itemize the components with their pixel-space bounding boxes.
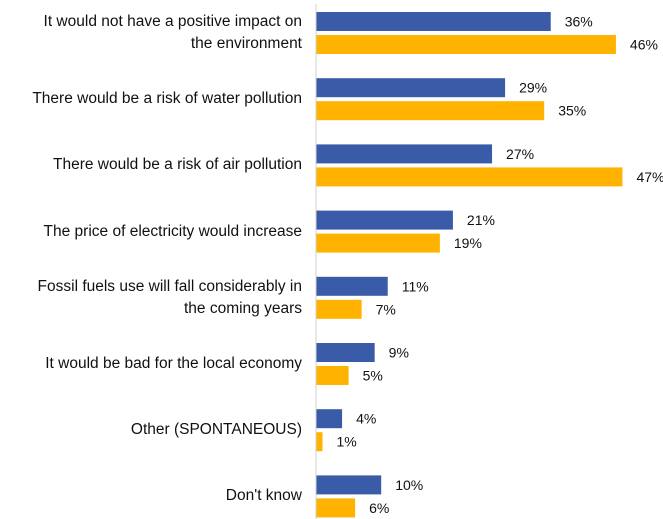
- data-label: 10%: [395, 477, 423, 493]
- category-label-line: Other (SPONTANEOUS): [130, 421, 302, 439]
- data-label: 4%: [356, 411, 376, 427]
- bar: [316, 432, 323, 452]
- data-label: 7%: [376, 301, 396, 317]
- category-label-line: The price of electricity would increase: [43, 222, 302, 240]
- bar: [316, 276, 388, 296]
- data-label: 47%: [636, 169, 663, 185]
- bar: [316, 12, 551, 31]
- bar: [316, 475, 382, 495]
- data-label: 5%: [363, 368, 383, 384]
- data-label: 36%: [565, 14, 593, 30]
- bar: [316, 233, 440, 253]
- category-label-line: the coming years: [183, 299, 302, 317]
- data-label: 27%: [506, 146, 534, 162]
- category-label: There would be a risk of water pollution: [2, 88, 302, 110]
- category-label-line: It would be bad for the local economy: [45, 355, 302, 372]
- category-label: It would be bad for the local economy: [2, 353, 302, 375]
- bar: [316, 78, 506, 98]
- bar: [316, 498, 356, 518]
- category-label-line: Don't know: [225, 487, 302, 505]
- data-label: 6%: [369, 500, 389, 516]
- bar: [316, 144, 493, 164]
- data-label: 1%: [337, 434, 357, 450]
- category-label: Fossil fuels use will fall considerably …: [2, 276, 302, 320]
- category-label-line: the environment: [190, 35, 302, 52]
- bar: [316, 35, 616, 54]
- bar: [316, 343, 375, 362]
- data-label: 9%: [389, 345, 409, 361]
- data-label: 35%: [558, 103, 586, 119]
- bar: [316, 101, 545, 121]
- category-label-line: It would not have a positive impact on: [43, 13, 302, 30]
- category-label-line: Fossil fuels use will fall considerably …: [37, 277, 302, 295]
- data-label: 46%: [630, 37, 658, 53]
- data-label: 21%: [467, 212, 495, 228]
- category-label: The price of electricity would increase: [2, 221, 302, 243]
- data-label: 11%: [402, 278, 429, 294]
- bar: [316, 409, 343, 429]
- category-label-line: There would be a risk of air pollution: [53, 156, 302, 174]
- category-label: It would not have a positive impact on th…: [2, 11, 302, 55]
- category-label: Don't know: [2, 485, 302, 507]
- category-label: There would be a risk of air pollution: [2, 154, 302, 176]
- category-label: Other (SPONTANEOUS): [2, 419, 302, 441]
- category-label-line: There would be a risk of water pollution: [32, 90, 302, 108]
- bar: [316, 210, 453, 230]
- bar: [316, 299, 362, 319]
- data-label: 29%: [519, 80, 547, 96]
- data-label: 19%: [454, 235, 482, 251]
- bar: [316, 167, 623, 187]
- bar: [316, 366, 349, 385]
